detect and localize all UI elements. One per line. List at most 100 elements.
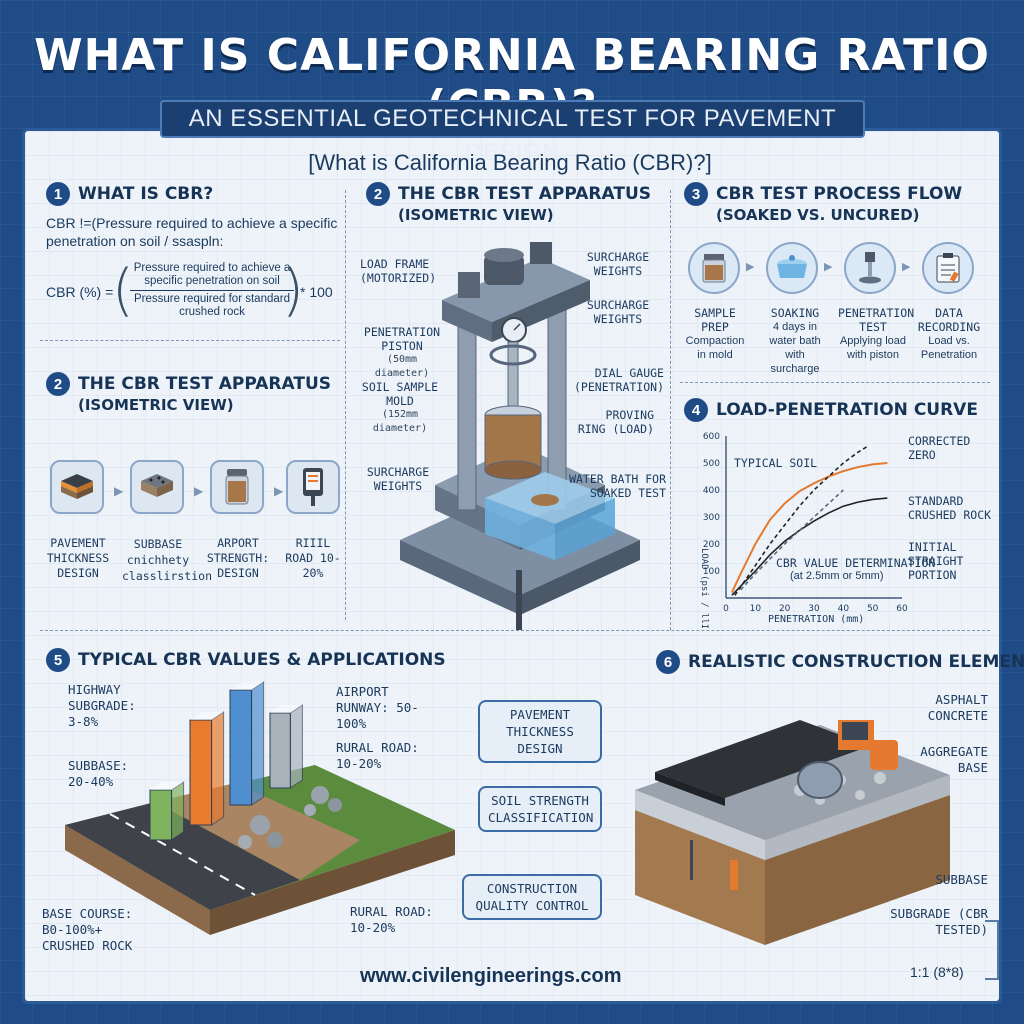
label-rural-road-bottom: RURAL ROAD: 10-20% [350,904,433,935]
cbr-definition: CBR !=(Pressure required to achieve a sp… [46,215,338,249]
piston-text: PENETRATION PISTON [363,325,441,353]
footer-url[interactable]: www.civilengineerings.com [360,965,622,987]
chart-series-line [740,489,844,591]
cbr-bar-side [211,711,225,826]
chart-x-tick-label: 10 [750,604,762,614]
step-data-recording: DATA RECORDING Load vs. Penetration [916,306,982,362]
arrow-icon: ▶ [902,261,911,273]
chart-y-tick-label: 600 [703,432,720,442]
step-penetration: PENETRATION TEST Applying load with pist… [838,306,915,362]
step-title: DATA RECORDING [917,306,981,334]
divider-right [670,190,671,630]
chart-x-tick-label: 50 [867,604,879,614]
cbr-bar-top [270,705,303,713]
cbr-bar-side [171,781,185,841]
cbr-bar [149,789,173,841]
cbr-bar [229,689,253,806]
pill-pavement-design: PAVEMENT THICKNESS DESIGN [478,700,602,763]
section2-center-title: 2 THE CBR TEST APPARATUS [366,182,651,206]
label-subbase-layer: SUBBASE [935,872,988,887]
piston-icon [844,242,896,294]
page-subtitle: AN ESSENTIAL GEOTECHNICAL TEST FOR PAVEM… [160,100,865,166]
label-mold: SOIL SAMPLE MOLD (152mm diameter) [360,380,440,436]
step-desc: Applying load with piston [839,335,907,361]
cbr-bar-top [190,712,224,720]
annotation-cbr-determination: CBR VALUE DETERMINATION [776,556,936,570]
label-rural-road-top: RURAL ROAD: 10-20% [336,740,419,771]
mold-text: SOIL SAMPLE MOLD [361,380,439,408]
process-flow: ▶ ▶ ▶ SAMPLE PREP Compaction in mold SOA… [686,242,988,375]
item-label-wrap: SUBBASE cnichhety classlirstion [122,536,212,584]
item-label: PAVEMENT THICKNESS DESIGN [46,536,110,580]
cbr-formula: CBR (%) = ( Pressure required to achieve… [46,258,346,330]
chart-xlabel: PENETRATION (mm) [768,614,864,625]
formula-fraction-bar [130,290,294,291]
annotation-corrected-zero: CORRECTED ZERO [908,434,971,462]
chart-series-line [734,446,868,596]
cbr-bar-top [150,782,184,790]
section2-center-number: 2 [366,182,390,206]
cbr-bar-top [230,682,264,690]
annotation-cbr-sub: (at 2.5mm or 5mm) [790,570,884,582]
item-label: SUBBASE cnichhety classlirstion [122,537,213,583]
formula-denominator: Pressure required for standard crushed r… [134,293,290,318]
load-penetration-chart: 0 10 20 30 40 50 60 100 200 300 400 500 600 LOAD (ps… [699,432,908,628]
annotation-initial-straight: INITIAL STRAIGHT PORTION [908,540,964,582]
chart-x-tick-label: 60 [896,604,908,614]
chart-x-tick-label: 30 [808,604,820,614]
cbr-apparatus-illustration [400,242,640,630]
section5-title: 5 TYPICAL CBR VALUES & APPLICATIONS [46,648,446,672]
section1-number: 1 [46,182,70,206]
chart-series-line [731,497,888,596]
arrow-icon: ▶ [194,484,204,498]
label-airport-runway: AIRPORT RUNWAY: 50-100% [336,684,419,731]
chart-y-tick-label: 200 [703,540,720,550]
annotation-typical-soil: TYPICAL SOIL [734,456,818,470]
arrow-icon: ▶ [746,261,755,273]
arrow-icon: ▶ [824,261,833,273]
label-aggregate: AGGREGATE BASE [920,744,988,775]
formula-multiplier: * 100 [300,284,333,300]
arrow-icon: ▶ [114,484,124,498]
section6-title-text: REALISTIC CONSTRUCTION ELEMENTS [688,652,1024,672]
label-proving-ring: PROVING RING (LOAD) [577,408,654,436]
label-base-course: BASE COURSE: B0-100%+ CRUSHED ROCK [42,906,133,953]
mold-sub: (152mm diameter) [372,409,428,434]
section2-center-subtitle: (ISOMETRIC VIEW) [398,206,554,224]
chart-x-tick-label: 20 [779,604,791,614]
sample-prep-icon [688,242,740,294]
clipboard-icon [922,242,974,294]
construction-layers-illustration [635,720,950,945]
pavement-layers-icon [50,460,104,514]
cbr-bar [269,712,291,789]
section3-title-text: CBR TEST PROCESS FLOW [716,184,963,204]
pill-quality-control: CONSTRUCTION QUALITY CONTROL [462,874,602,920]
section3-number: 3 [684,182,708,206]
section2-left-number: 2 [46,372,70,396]
step-desc: Load vs. Penetration [920,335,978,361]
soil-sample-icon [130,460,184,514]
chart-y-tick-label: 500 [703,459,720,469]
section5-title-text: TYPICAL CBR VALUES & APPLICATIONS [78,650,446,670]
header: WHAT IS CALIFORNIA BEARING RATIO (CBR)? [0,0,1024,140]
step-sample-prep: SAMPLE PREP Compaction in mold [682,306,748,362]
label-dial-gauge: DIAL GAUGE (PENETRATION) [574,366,665,394]
scale-label: 1:1 (8*8) [910,964,964,980]
section2-left-title: 2 THE CBR TEST APPARATUS [46,372,331,396]
section3-title: 3 CBR TEST PROCESS FLOW [684,182,962,206]
formula-paren-left: ( [112,258,134,323]
chart-x-tick-label: 0 [723,604,729,614]
step-title: PENETRATION TEST [838,306,915,334]
section4-number: 4 [684,398,708,422]
formula-lhs: CBR (%) = [46,284,114,300]
soaking-icon [766,242,818,294]
item-label: ARPORT STRENGTH: DESIGN [206,536,270,580]
chart-y-tick-label: 100 [703,567,720,577]
label-highway-subgrade: HIGHWAY SUBGRADE: 3-8% [68,682,136,729]
divider-bottom [40,630,990,631]
annotation-standard-rock: STANDARD CRUSHED ROCK [908,494,992,522]
item-label: RIIIL ROAD 10-20% [285,536,341,580]
label-piston: PENETRATION PISTON (50mm diameter) [362,325,442,381]
formula-paren-right: ) [282,258,304,323]
chart-y-tick-label: 300 [703,513,720,523]
